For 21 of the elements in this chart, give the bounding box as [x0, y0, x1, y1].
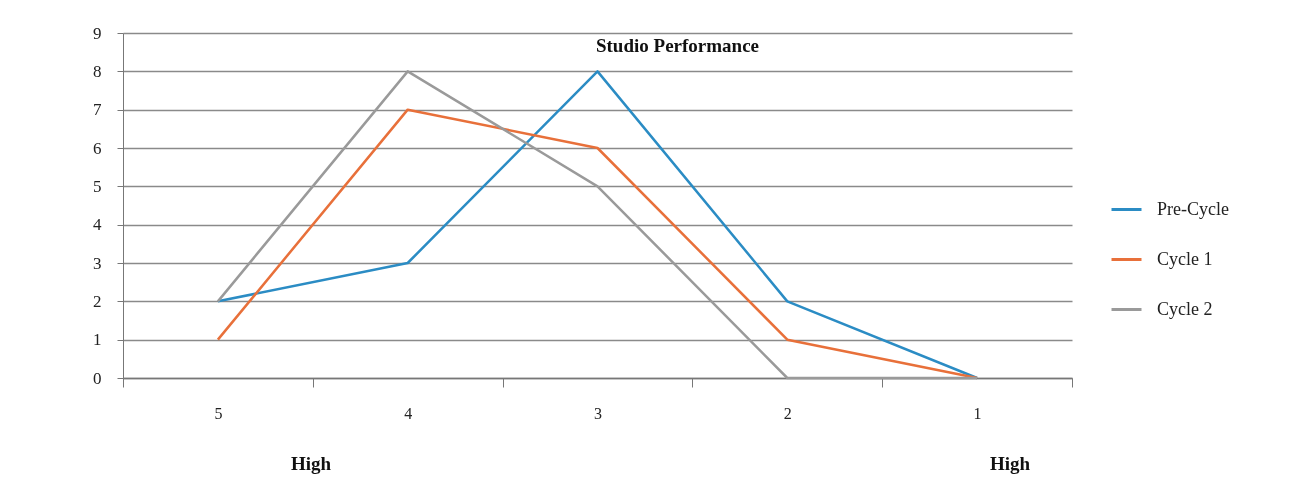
- x-tick-label: 2: [783, 404, 792, 422]
- legend-label: Cycle 2: [1157, 298, 1213, 319]
- y-tick-label: 2: [93, 291, 102, 311]
- y-tick-label: 4: [93, 215, 102, 235]
- y-tick-label: 7: [93, 100, 102, 120]
- x-tick-label: 5: [214, 404, 223, 422]
- text: High: [989, 453, 1031, 474]
- y-tick-label: 6: [93, 138, 102, 158]
- y-tick-label: 3: [93, 253, 102, 273]
- x-tick-label: 3: [594, 404, 602, 422]
- text: High: [290, 453, 332, 474]
- legend-label: Cycle 1: [1157, 248, 1213, 269]
- chart-title: Studio Performance: [595, 35, 760, 56]
- y-tick-label: 5: [93, 176, 102, 196]
- y-tick-label: 9: [93, 23, 102, 43]
- legend-label: Pre-Cycle: [1157, 198, 1229, 219]
- y-tick-label: 8: [93, 61, 102, 81]
- y-tick-label: 1: [93, 330, 102, 350]
- y-tick-label: 0: [93, 368, 102, 388]
- x-tick-label: 1: [973, 404, 982, 422]
- x-tick-label: 4: [404, 404, 413, 422]
